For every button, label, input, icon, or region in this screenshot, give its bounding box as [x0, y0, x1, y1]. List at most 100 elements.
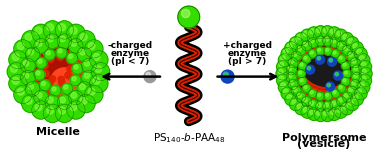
Circle shape	[48, 36, 53, 42]
Circle shape	[39, 80, 50, 91]
Circle shape	[43, 21, 62, 39]
Circle shape	[82, 70, 96, 85]
Circle shape	[46, 24, 54, 31]
Circle shape	[338, 55, 346, 63]
Circle shape	[337, 31, 342, 36]
Circle shape	[330, 29, 335, 34]
Circle shape	[45, 34, 60, 48]
Circle shape	[42, 63, 48, 69]
Circle shape	[41, 81, 45, 86]
Circle shape	[341, 77, 350, 86]
Circle shape	[341, 62, 350, 70]
Circle shape	[292, 39, 297, 43]
Circle shape	[323, 36, 333, 46]
Circle shape	[47, 79, 53, 85]
Circle shape	[349, 88, 353, 92]
Circle shape	[352, 81, 356, 85]
Circle shape	[223, 72, 228, 77]
Circle shape	[65, 72, 71, 79]
Circle shape	[23, 73, 29, 78]
Circle shape	[330, 100, 340, 110]
Circle shape	[46, 51, 50, 55]
Circle shape	[9, 51, 27, 69]
Circle shape	[317, 37, 321, 41]
Circle shape	[325, 93, 328, 97]
Circle shape	[336, 41, 347, 51]
Circle shape	[34, 90, 48, 105]
Circle shape	[346, 98, 359, 111]
Circle shape	[84, 61, 90, 66]
Circle shape	[304, 98, 307, 102]
Circle shape	[51, 68, 78, 95]
Circle shape	[307, 27, 320, 40]
Circle shape	[344, 71, 347, 74]
Circle shape	[91, 62, 110, 81]
Circle shape	[55, 104, 74, 123]
Circle shape	[81, 66, 87, 73]
Circle shape	[343, 63, 346, 66]
Circle shape	[301, 105, 314, 118]
Circle shape	[57, 95, 72, 109]
Circle shape	[59, 80, 65, 86]
Circle shape	[20, 58, 35, 73]
Circle shape	[315, 101, 325, 111]
Circle shape	[288, 74, 292, 78]
Circle shape	[224, 73, 228, 77]
Text: (pI < 7): (pI < 7)	[111, 57, 149, 66]
Circle shape	[317, 103, 321, 107]
Text: enzyme: enzyme	[228, 49, 267, 58]
Circle shape	[350, 79, 360, 90]
Circle shape	[297, 34, 302, 39]
Circle shape	[74, 53, 81, 60]
Circle shape	[300, 63, 303, 66]
Circle shape	[310, 39, 314, 43]
Circle shape	[32, 101, 50, 119]
Circle shape	[338, 84, 346, 92]
Circle shape	[316, 47, 324, 55]
Circle shape	[361, 76, 366, 81]
Circle shape	[80, 34, 87, 41]
Circle shape	[328, 57, 336, 66]
Circle shape	[38, 59, 42, 63]
Circle shape	[70, 104, 77, 111]
Circle shape	[295, 32, 308, 45]
Circle shape	[288, 58, 298, 68]
Circle shape	[290, 37, 302, 49]
Circle shape	[342, 45, 352, 55]
Circle shape	[323, 101, 333, 111]
Circle shape	[59, 24, 66, 31]
Circle shape	[72, 63, 83, 74]
Circle shape	[308, 89, 317, 98]
Circle shape	[301, 29, 314, 42]
Circle shape	[38, 72, 45, 78]
Circle shape	[297, 104, 302, 109]
Circle shape	[7, 62, 25, 81]
Circle shape	[359, 56, 364, 61]
Circle shape	[332, 89, 340, 98]
Circle shape	[310, 51, 313, 54]
Circle shape	[67, 58, 73, 64]
Circle shape	[310, 110, 314, 114]
Circle shape	[62, 83, 73, 94]
Circle shape	[302, 55, 311, 63]
Circle shape	[316, 55, 325, 64]
Circle shape	[14, 85, 32, 104]
Circle shape	[277, 74, 290, 87]
Circle shape	[21, 34, 96, 109]
Circle shape	[12, 54, 19, 60]
Circle shape	[329, 59, 333, 62]
Circle shape	[310, 91, 313, 94]
Circle shape	[59, 47, 66, 53]
Circle shape	[346, 37, 359, 49]
Circle shape	[317, 57, 321, 60]
Circle shape	[325, 37, 328, 41]
Circle shape	[329, 59, 332, 62]
Circle shape	[348, 39, 353, 43]
Circle shape	[64, 85, 68, 89]
Circle shape	[67, 53, 77, 64]
Circle shape	[44, 82, 51, 88]
Circle shape	[330, 110, 335, 114]
Circle shape	[74, 65, 78, 69]
Circle shape	[300, 79, 303, 82]
Circle shape	[43, 49, 50, 56]
